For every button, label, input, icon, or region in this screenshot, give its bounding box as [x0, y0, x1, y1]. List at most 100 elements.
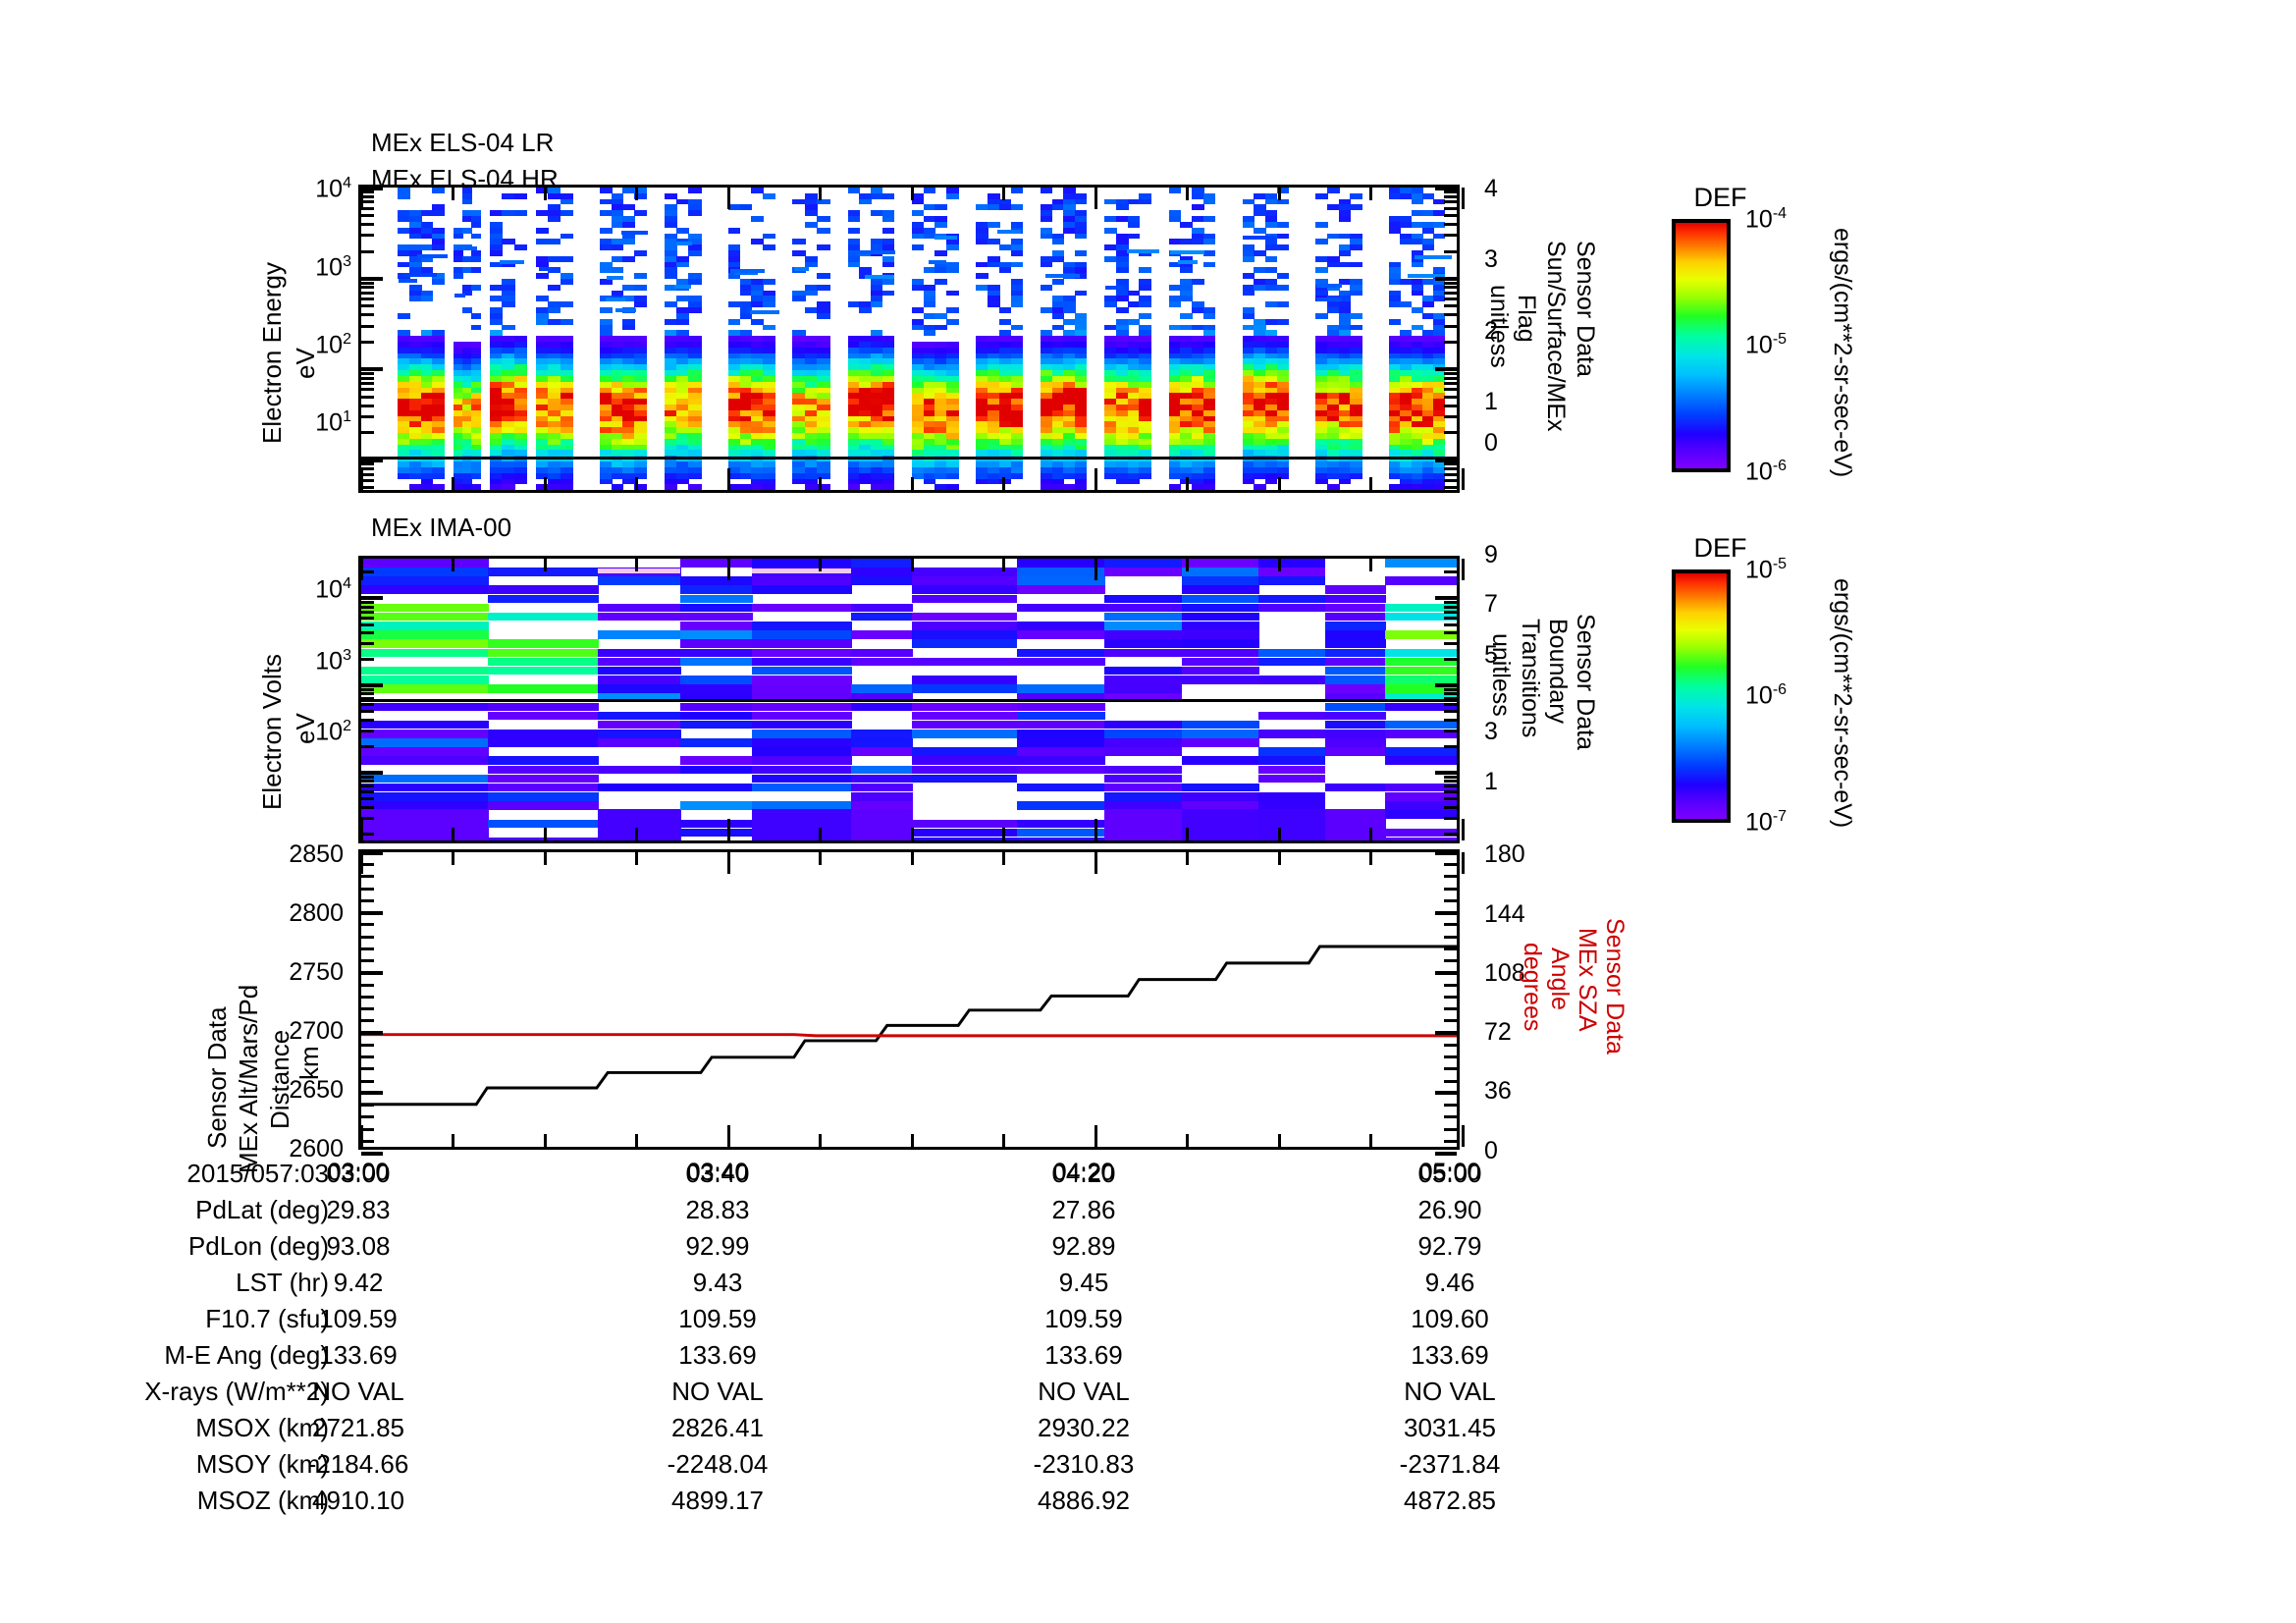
spectrogram-cell — [1116, 239, 1129, 245]
spectrogram-cell — [870, 444, 883, 451]
spectrogram-cell — [792, 381, 806, 388]
spectrogram-cell — [934, 312, 947, 319]
spectrogram-cell — [1400, 438, 1413, 445]
spectrogram-cell — [489, 318, 504, 325]
spectrogram-cell — [1051, 307, 1065, 313]
spectrogram-cell — [1338, 409, 1352, 416]
spectrogram-cell — [804, 307, 819, 313]
spectrogram-cell — [461, 352, 472, 359]
spectrogram-cell — [664, 244, 677, 250]
spectrogram-cell — [934, 233, 947, 240]
spectrogram-cell — [409, 438, 422, 445]
spectrogram-cell — [1192, 421, 1204, 428]
spectrogram-cell — [1192, 227, 1204, 234]
spectrogram-cell — [1168, 484, 1182, 490]
spectrogram-cell — [471, 450, 482, 457]
spectrogram-cell — [1074, 216, 1088, 222]
spectrogram-cell — [1010, 284, 1023, 291]
table-cell: 28.83 — [685, 1195, 750, 1224]
spectrogram-cell — [513, 461, 528, 467]
spectrogram-cell — [1254, 393, 1266, 400]
spectrogram-cell — [851, 603, 913, 613]
spectrogram-cell — [1016, 801, 1105, 810]
spectrogram-cell — [870, 387, 883, 394]
xtick-label-0: 03:00 — [327, 1159, 390, 1186]
spectrogram-cell — [763, 336, 775, 342]
spectrogram-cell — [881, 387, 895, 394]
table-row-label: PdLon (deg) — [187, 1231, 329, 1261]
spectrogram-cell — [1385, 630, 1457, 639]
spectrogram-cell — [923, 404, 936, 410]
spectrogram-cell — [1338, 472, 1352, 479]
spectrogram-cell — [946, 267, 959, 274]
spectrogram-cell — [792, 387, 806, 394]
axis-tick — [361, 875, 374, 879]
spectrogram-cell — [432, 358, 445, 365]
panel1-plot-frame[interactable] — [358, 185, 1465, 493]
panel2-right-tick-9: 9 — [1484, 541, 1498, 568]
axis-tick — [359, 188, 363, 209]
spectrogram-cell — [471, 375, 482, 382]
spectrogram-cell — [946, 233, 959, 240]
spectrogram-cell — [680, 630, 753, 639]
spectrogram-cell — [1258, 676, 1326, 684]
axis-tick — [1094, 468, 1097, 490]
spectrogram-cell — [934, 427, 947, 434]
panel2-plot-frame[interactable] — [358, 556, 1465, 843]
spectrogram-cell — [1116, 324, 1129, 331]
spectrogram-cell — [634, 427, 647, 434]
spectrogram-cell — [1315, 370, 1328, 376]
spectrogram-cell — [361, 783, 489, 792]
spectrogram-cell — [1104, 594, 1183, 604]
panel3-plot-frame[interactable] — [358, 849, 1465, 1156]
spectrogram-cell — [1104, 255, 1117, 262]
spectrogram-cell — [739, 466, 753, 473]
spectrogram-cell — [792, 347, 806, 353]
spectrogram-cell — [976, 478, 988, 485]
spectrogram-cell — [560, 404, 573, 410]
spectrogram-cell — [1389, 375, 1402, 382]
spectrogram-cell — [600, 198, 613, 205]
spectrogram-cell — [398, 352, 410, 359]
spectrogram-cell — [752, 738, 852, 747]
spectrogram-cell — [634, 444, 647, 451]
spectrogram-cell — [1116, 387, 1129, 394]
spectrogram-cell — [1139, 472, 1151, 479]
spectrogram-cell — [409, 409, 422, 416]
spectrogram-cell — [976, 393, 988, 400]
spectrogram-cell — [1063, 450, 1076, 457]
spectrogram-cell — [398, 249, 410, 256]
spectrogram-cell — [398, 399, 410, 405]
spectrogram-cell — [1315, 409, 1328, 416]
spectrogram-cell — [471, 427, 482, 434]
spectrogram-cell — [792, 239, 806, 245]
axis-tick — [1444, 234, 1457, 238]
spectrogram-cell — [1258, 559, 1326, 568]
spectrogram-cell — [988, 433, 1000, 439]
spectrogram-cell — [453, 466, 463, 473]
spectrogram-cell — [1116, 461, 1129, 467]
spectrogram-cell — [870, 421, 883, 428]
spectrogram-cell — [409, 255, 422, 262]
spectrogram-cell — [751, 484, 764, 490]
spectrogram-cell — [804, 255, 819, 262]
spectrogram-cell — [763, 461, 775, 467]
spectrogram-cell — [634, 421, 647, 428]
spectrogram-cell — [1411, 364, 1423, 371]
spectrogram-cell — [1104, 421, 1117, 428]
spectrogram-cell — [461, 255, 472, 262]
panel1-ytick-10e2: 102 — [315, 331, 351, 359]
spectrogram-cell — [1063, 387, 1076, 394]
spectrogram-cell — [1040, 478, 1053, 485]
spectrogram-cell — [976, 358, 988, 365]
spectrogram-cell — [912, 622, 1018, 630]
spectrogram-cell — [1327, 393, 1340, 400]
spectrogram-cell — [859, 198, 872, 205]
spectrogram-cell — [739, 312, 753, 319]
spectrogram-cell — [739, 444, 753, 451]
spectrogram-cell — [361, 648, 489, 658]
panel3-right-tick-108: 108 — [1484, 959, 1525, 987]
spectrogram-cell — [1051, 381, 1065, 388]
axis-tick — [1444, 297, 1457, 300]
table-cell: 92.89 — [1051, 1231, 1116, 1261]
